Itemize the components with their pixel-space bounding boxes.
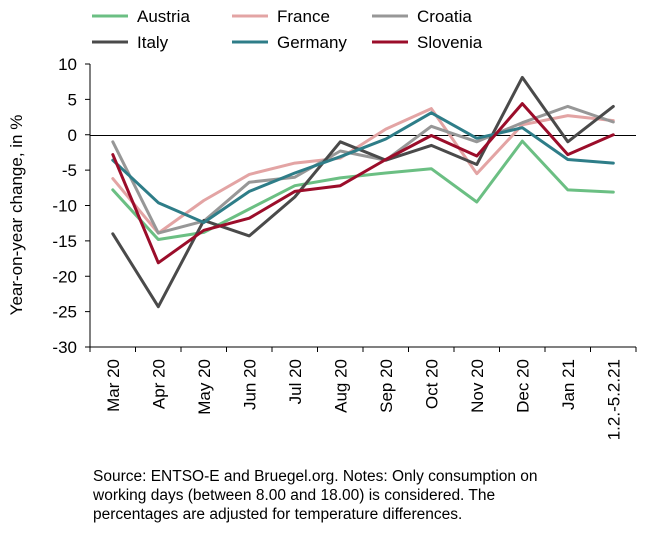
y-tick-label: -15 — [52, 232, 77, 251]
x-tick-label: Dec 20 — [513, 359, 532, 413]
legend-label: Slovenia — [417, 33, 483, 52]
series-line-france — [111, 107, 615, 235]
x-tick-label: Apr 20 — [149, 359, 168, 409]
x-tick-label: Nov 20 — [468, 359, 487, 413]
y-tick-label: 5 — [68, 90, 77, 109]
line-chart: Austria France Croatia Italy Germany Slovenia… — [7, 7, 637, 440]
x-tick-label: 1.2.-5.2.21 — [604, 359, 623, 440]
source-note-line: Source: ENTSO-E and Bruegel.org. Notes: … — [93, 468, 538, 485]
x-tick-label: Oct 20 — [422, 359, 441, 409]
source-note-line: working days (between 8.00 and 18.00) is… — [93, 487, 496, 504]
x-ticks: Mar 20 Apr 20 May 20 Jun 20 Jul 20 Aug 20 Sep … — [89, 347, 637, 440]
x-tick-label: Jun 20 — [240, 359, 259, 410]
series-line-croatia — [111, 104, 615, 235]
y-tick-label: -20 — [52, 267, 77, 286]
legend-label: Italy — [137, 33, 169, 52]
y-axis-label: Year-on-year change, in % — [7, 115, 26, 316]
x-tick-label: Jan 21 — [559, 359, 578, 410]
y-tick-label: -10 — [52, 197, 77, 216]
x-tick-label: May 20 — [195, 359, 214, 415]
x-tick-label: Aug 20 — [331, 359, 350, 413]
y-tick-label: -25 — [52, 303, 77, 322]
y-tick-label: 0 — [68, 126, 77, 145]
y-tick-label: 10 — [58, 55, 77, 74]
y-tick-label: -5 — [62, 161, 77, 180]
legend-label: Croatia — [417, 7, 472, 26]
legend: Austria France Croatia Italy Germany Slovenia — [92, 7, 483, 52]
legend-label: Austria — [137, 7, 190, 26]
x-tick-label: Mar 20 — [104, 359, 123, 412]
source-note: Source: ENTSO-E and Bruegel.org. Notes: … — [93, 467, 613, 524]
x-tick-label: Jul 20 — [286, 359, 305, 404]
legend-label: Germany — [277, 33, 347, 52]
series-line-slovenia — [111, 102, 615, 265]
y-tick-label: -30 — [52, 338, 77, 357]
series-line-italy — [111, 75, 615, 309]
series-lines — [111, 75, 615, 309]
source-note-line: percentages are adjusted for temperature… — [93, 506, 463, 523]
legend-label: France — [277, 7, 330, 26]
x-tick-label: Sep 20 — [377, 359, 396, 413]
series-line-germany — [111, 111, 615, 224]
y-ticks: 10 5 0 -5 -10 -15 -20 -25 -30 — [52, 55, 90, 357]
